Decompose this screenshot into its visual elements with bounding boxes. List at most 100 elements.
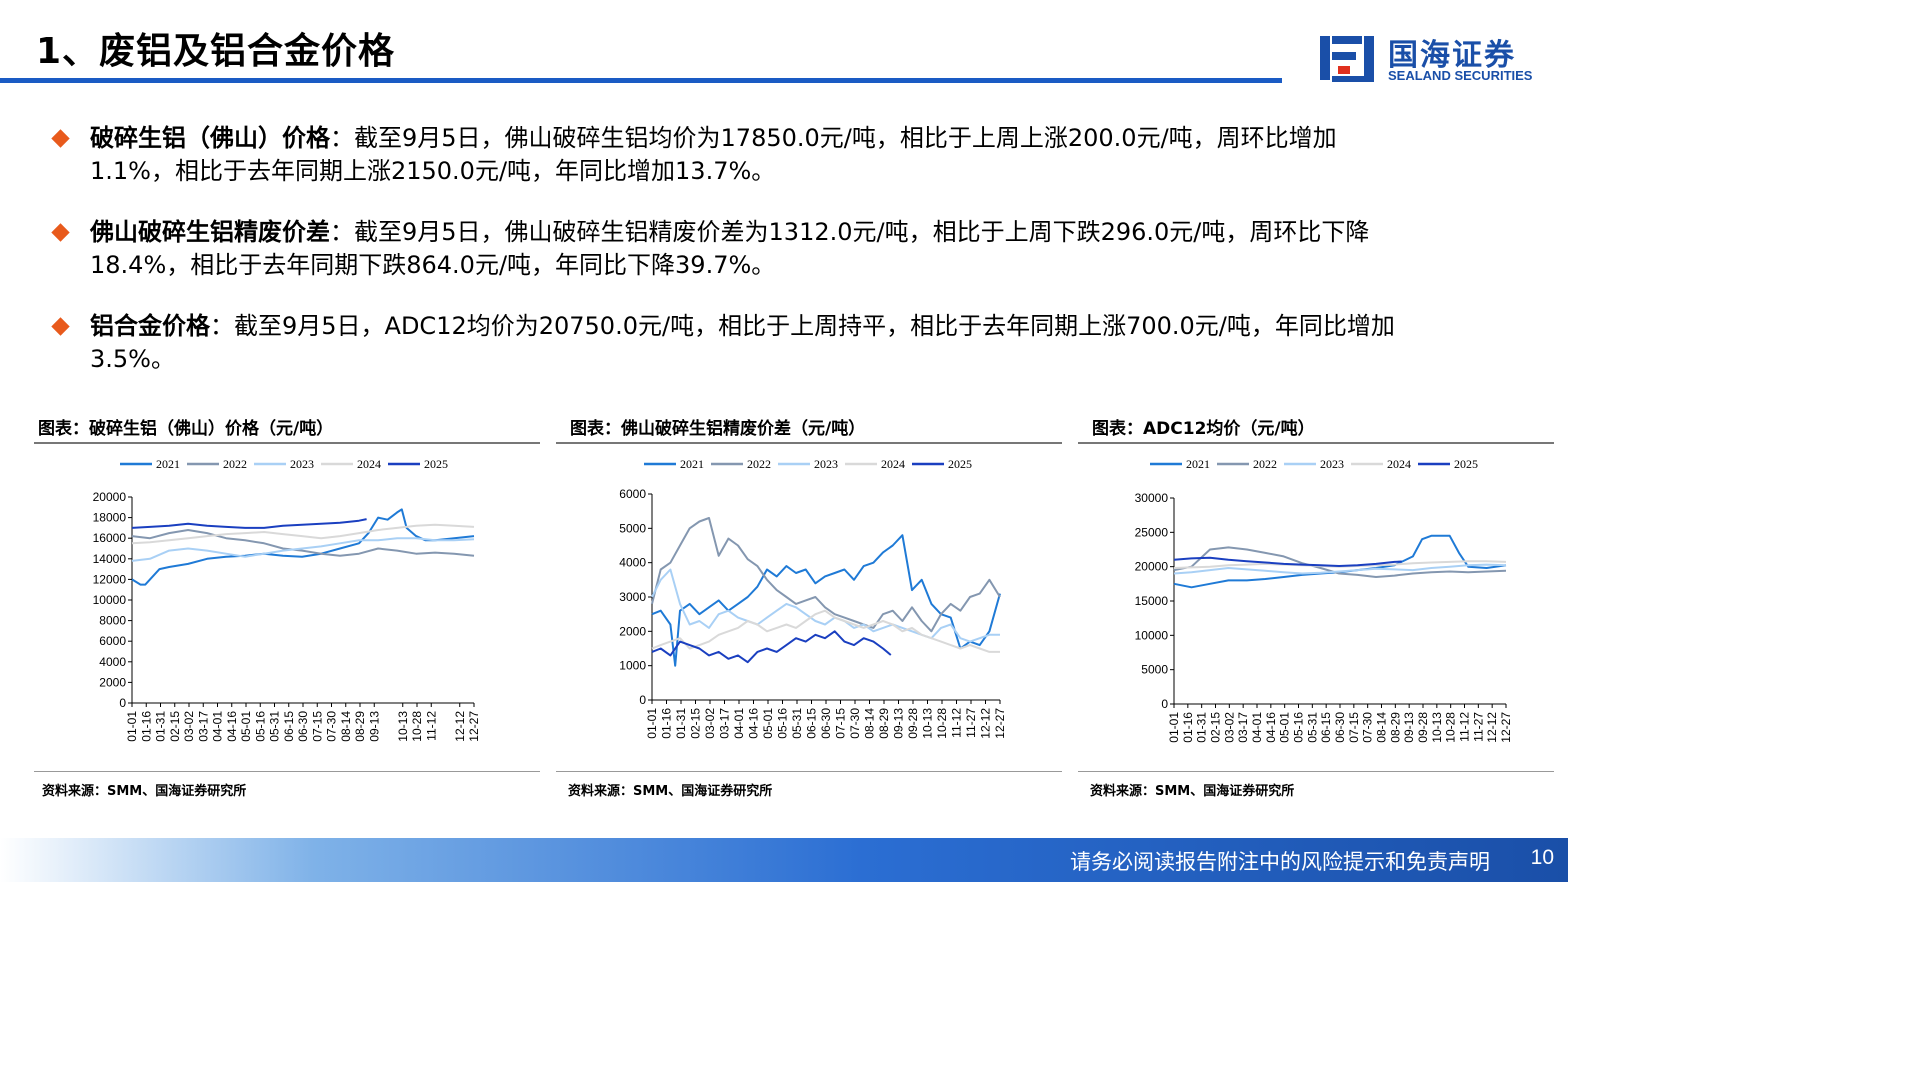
x-tick-label: 05-16 [253, 711, 267, 742]
x-tick-label: 01-16 [1181, 712, 1195, 743]
y-tick-label: 1000 [619, 659, 646, 673]
x-tick-label: 08-14 [1375, 712, 1389, 743]
x-tick-label: 05-01 [761, 708, 775, 739]
x-tick-label: 10-28 [1444, 712, 1458, 743]
legend-label-2022: 2022 [747, 457, 771, 471]
x-tick-label: 01-01 [1167, 712, 1181, 743]
x-tick-label: 04-16 [747, 708, 761, 739]
x-tick-label: 12-27 [993, 708, 1007, 739]
y-tick-label: 5000 [619, 521, 646, 535]
x-tick-label: 10-28 [410, 711, 424, 742]
legend-label-2022: 2022 [223, 457, 247, 471]
page-number: 10 [1530, 846, 1554, 869]
x-tick-label: 11-12 [950, 708, 964, 738]
bullet-list: 破碎生铝（佛山）价格：截至9月5日，佛山破碎生铝均价为17850.0元/吨，相比… [48, 122, 1408, 404]
legend-label-2023: 2023 [1320, 457, 1344, 471]
x-tick-label: 07-15 [834, 708, 848, 739]
series-line-2023 [131, 537, 475, 562]
legend-label-2023: 2023 [814, 457, 838, 471]
series-line-2025 [1173, 556, 1402, 567]
x-tick-label: 10-13 [1430, 712, 1444, 743]
disclaimer-text: 请务必阅读报告附注中的风险提示和免责声明 [1070, 850, 1490, 874]
x-tick-label: 06-30 [1333, 712, 1347, 743]
x-tick-label: 11-12 [424, 711, 438, 741]
series-line-2023 [651, 568, 1000, 643]
legend-label-2022: 2022 [1253, 457, 1277, 471]
y-tick-label: 10000 [93, 593, 127, 607]
sealand-logo-icon [1320, 36, 1374, 82]
bullet-head: 破碎生铝（佛山）价格 [90, 124, 330, 152]
x-tick-label: 04-16 [1264, 712, 1278, 743]
x-tick-label: 11-12 [1458, 712, 1472, 742]
x-tick-label: 09-28 [906, 708, 920, 739]
x-tick-label: 08-14 [863, 708, 877, 739]
chart-scrap-aluminum-price: 2021 2022 2023 2024 2025 0 2000 4000 6000 8000 100… [93, 457, 481, 742]
x-tick-label: 05-31 [1305, 712, 1319, 743]
y-tick-label: 15000 [1135, 594, 1169, 608]
x-tick-label: 10-13 [921, 708, 935, 739]
diamond-bullet-icon [51, 317, 70, 336]
x-tick-label: 12-12 [453, 711, 467, 742]
chart-adc12-price: 2021 2022 2023 2024 2025 0 5000 10000 15000 20000… [1135, 457, 1513, 743]
diamond-bullet-icon [51, 129, 70, 148]
x-tick-label: 12-12 [1485, 712, 1499, 743]
x-tick-label: 08-29 [1388, 712, 1402, 743]
y-tick-label: 0 [639, 693, 646, 707]
x-tick-label: 07-15 [310, 711, 324, 742]
x-tick-label: 03-17 [1236, 712, 1250, 743]
footer-bar: 请务必阅读报告附注中的风险提示和免责声明 10 [0, 838, 1568, 882]
x-tick-label: 11-27 [1471, 712, 1485, 742]
legend-label-2025: 2025 [1454, 457, 1478, 471]
series-line-2021 [131, 508, 475, 586]
chart-title-rule [1078, 442, 1554, 444]
chart-title: 图表：破碎生铝（佛山）价格（元/吨） [38, 419, 334, 439]
x-tick-label: 02-15 [1209, 712, 1223, 743]
x-tick-label: 09-13 [367, 711, 381, 742]
y-tick-label: 2000 [99, 675, 126, 689]
chart-source: 资料来源：SMM、国海证券研究所 [1090, 784, 1295, 799]
y-tick-label: 3000 [619, 590, 646, 604]
chart-legend: 2021 2022 2023 2024 2025 [644, 457, 972, 471]
x-tick-label: 06-30 [819, 708, 833, 739]
x-tick-label: 09-28 [1416, 712, 1430, 743]
x-tick-label: 06-15 [805, 708, 819, 739]
chart-legend: 2021 2022 2023 2024 2025 [120, 457, 448, 471]
legend-label-2025: 2025 [424, 457, 448, 471]
x-tick-label: 02-15 [689, 708, 703, 739]
x-tick-label: 11-27 [964, 708, 978, 738]
bullet-item: 铝合金价格：截至9月5日，ADC12均价为20750.0元/吨，相比于上周持平，… [48, 310, 1408, 376]
x-tick-label: 01-01 [645, 708, 659, 739]
x-tick-label: 07-30 [325, 711, 339, 742]
x-tick-label: 05-31 [790, 708, 804, 739]
y-tick-label: 20000 [1135, 560, 1169, 574]
y-tick-label: 0 [119, 696, 126, 710]
x-tick-label: 12-12 [979, 708, 993, 739]
chart-title: 图表：佛山破碎生铝精废价差（元/吨） [570, 419, 866, 439]
x-tick-label: 08-29 [877, 708, 891, 739]
series-line-2024 [651, 609, 1000, 653]
y-tick-label: 6000 [99, 634, 126, 648]
x-tick-label: 09-13 [892, 708, 906, 739]
y-tick-label: 2000 [619, 624, 646, 638]
legend-label-2024: 2024 [1387, 457, 1411, 471]
x-tick-label: 07-15 [1347, 712, 1361, 743]
x-tick-label: 03-17 [196, 711, 210, 742]
chart-title-rule [34, 442, 540, 444]
logo-text-en: SEALAND SECURITIES [1388, 68, 1533, 83]
bullet-head: 铝合金价格 [90, 312, 210, 340]
series-line-2022 [131, 529, 475, 557]
chart-title: 图表：ADC12均价（元/吨） [1092, 419, 1315, 439]
chart-bottom-rule [556, 771, 1062, 772]
x-tick-label: 03-02 [182, 711, 196, 742]
x-tick-label: 02-15 [168, 711, 182, 742]
legend-label-2023: 2023 [290, 457, 314, 471]
y-tick-label: 14000 [93, 552, 127, 566]
x-tick-label: 10-13 [396, 711, 410, 742]
y-tick-label: 0 [1161, 697, 1168, 711]
x-tick-label: 05-16 [776, 708, 790, 739]
x-tick-label: 05-16 [1292, 712, 1306, 743]
x-tick-label: 04-01 [732, 708, 746, 739]
x-tick-label: 04-01 [1250, 712, 1264, 743]
y-tick-label: 10000 [1135, 628, 1169, 642]
x-tick-label: 06-30 [296, 711, 310, 742]
